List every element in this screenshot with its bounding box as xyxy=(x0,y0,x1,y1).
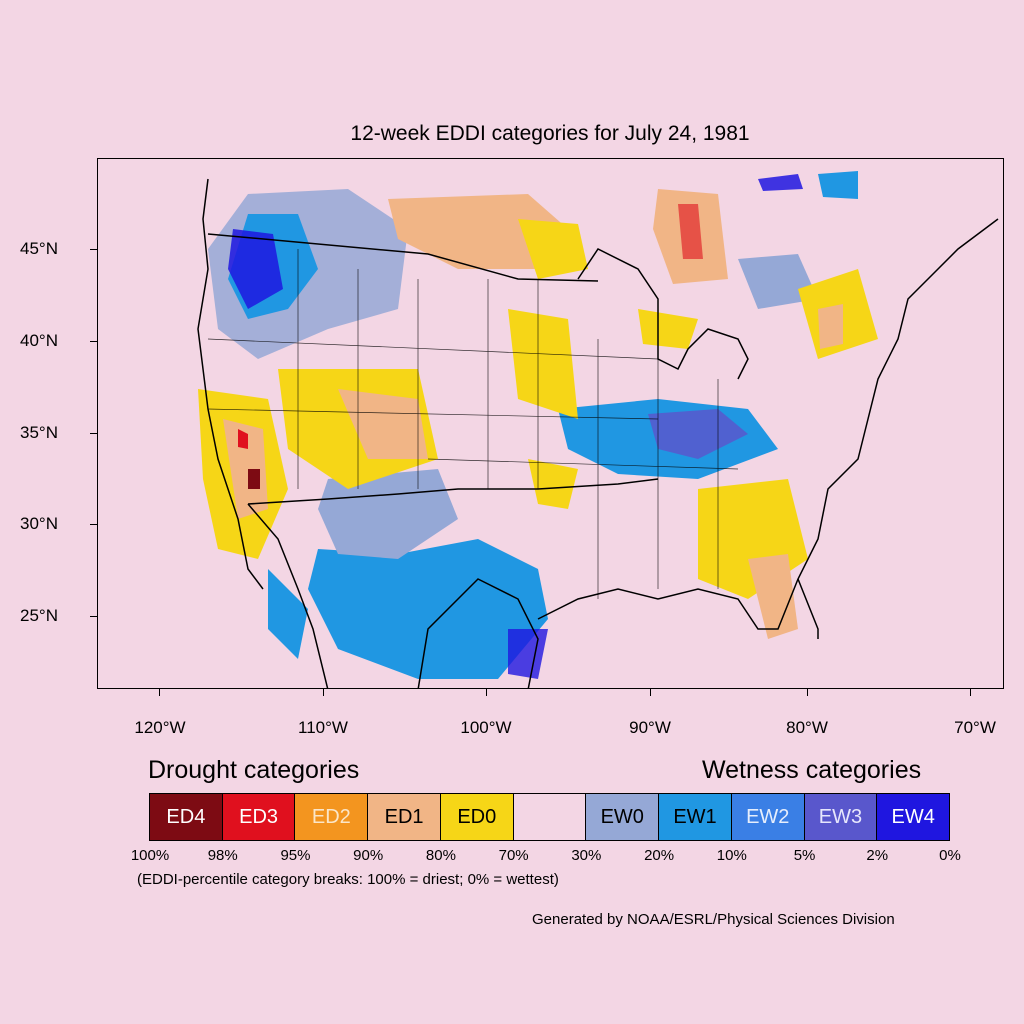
legend-box-ed3: ED3 xyxy=(221,793,296,841)
break-label: 0% xyxy=(939,847,961,864)
x-label-70w: 70°W xyxy=(954,718,996,737)
y-tick xyxy=(90,249,97,250)
y-tick xyxy=(90,616,97,617)
eddi-map xyxy=(197,171,999,688)
legend-box-ew0: EW0 xyxy=(585,793,660,841)
breaks-note: (EDDI-percentile category breaks: 100% =… xyxy=(137,871,559,888)
chart-title: 12-week EDDI categories for July 24, 198… xyxy=(350,122,750,145)
legend-box-ed0: ED0 xyxy=(439,793,514,841)
x-tick xyxy=(807,689,808,696)
break-label: 98% xyxy=(207,847,238,864)
credit-line: Generated by NOAA/ESRL/Physical Sciences… xyxy=(532,911,895,928)
y-label-35: 35°N xyxy=(20,423,58,442)
break-label: 100% xyxy=(130,847,170,864)
legend-box-ew1: EW1 xyxy=(658,793,732,841)
break-label: 10% xyxy=(716,847,747,864)
legend-box-normal xyxy=(512,793,587,841)
x-tick xyxy=(159,689,160,696)
x-label-120w: 120°W xyxy=(134,718,186,737)
break-label: 20% xyxy=(644,847,675,864)
legend-box-ew4: EW4 xyxy=(876,793,951,841)
break-label: 80% xyxy=(425,847,456,864)
category-legend: ED4 ED3 ED2 ED1 ED0 EW0 EW1 EW2 EW3 EW4 xyxy=(149,793,951,841)
y-tick xyxy=(90,433,97,434)
break-label: 95% xyxy=(280,847,311,864)
x-tick xyxy=(486,689,487,696)
legend-box-ed4: ED4 xyxy=(149,793,223,841)
x-tick xyxy=(970,689,971,696)
y-label-45: 45°N xyxy=(20,239,58,258)
x-label-100w: 100°W xyxy=(460,718,512,737)
break-label: 90% xyxy=(353,847,384,864)
x-tick xyxy=(323,689,324,696)
x-tick xyxy=(650,689,651,696)
map-panel xyxy=(97,158,1004,689)
break-label: 30% xyxy=(571,847,602,864)
legend-box-ew2: EW2 xyxy=(730,793,805,841)
legend-box-ed2: ED2 xyxy=(294,793,369,841)
break-label: 5% xyxy=(793,847,816,864)
y-tick xyxy=(90,524,97,525)
x-label-90w: 90°W xyxy=(629,718,671,737)
legend-box-ew3: EW3 xyxy=(803,793,878,841)
wetness-heading: Wetness categories xyxy=(702,756,922,784)
x-label-80w: 80°W xyxy=(786,718,828,737)
drought-heading: Drought categories xyxy=(148,756,360,784)
break-label: 70% xyxy=(498,847,529,864)
x-label-110w: 110°W xyxy=(298,718,348,737)
y-label-40: 40°N xyxy=(20,331,58,350)
y-label-25: 25°N xyxy=(20,606,58,625)
break-label: 2% xyxy=(866,847,889,864)
dry-regions xyxy=(198,189,878,639)
state-lines xyxy=(207,249,739,599)
legend-box-ed1: ED1 xyxy=(367,793,441,841)
y-tick xyxy=(90,341,97,342)
y-label-30: 30°N xyxy=(20,514,58,533)
